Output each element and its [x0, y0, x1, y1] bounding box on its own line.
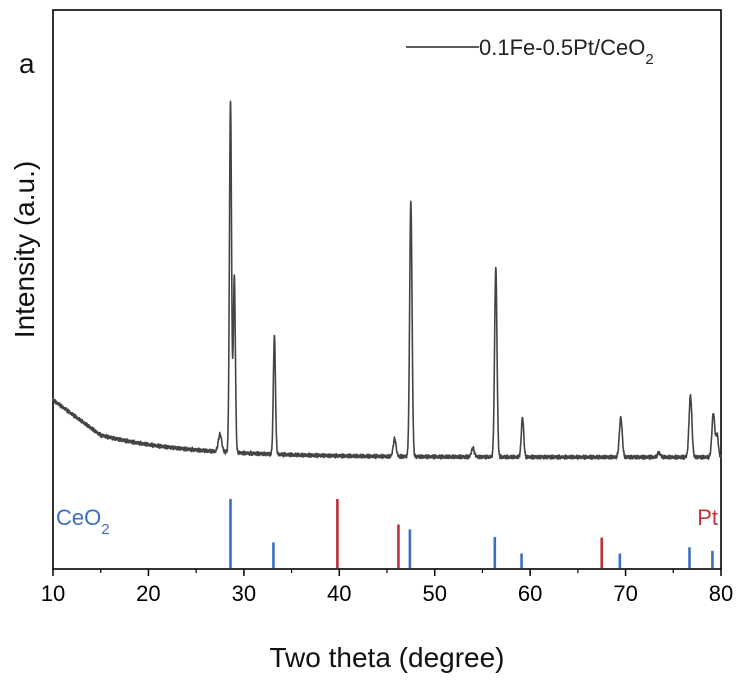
plot-frame — [52, 9, 722, 570]
plot-area: 10 20 30 40 50 60 70 80 Two theta (degree) Intens… — [9, 9, 733, 673]
x-tick-label: 20 — [136, 581, 160, 606]
x-tick-label: 10 — [41, 581, 65, 606]
y-axis-title: Intensity (a.u.) — [9, 161, 40, 338]
x-tick-label: 50 — [422, 581, 446, 606]
panel-label: a — [19, 48, 35, 79]
x-tick-label: 40 — [327, 581, 351, 606]
reference-label-pt: Pt — [697, 505, 718, 530]
x-tick-label: 60 — [518, 581, 542, 606]
legend-entry: 0.1Fe-0.5Pt/CeO2 — [479, 35, 654, 68]
x-axis-title: Two theta (degree) — [269, 642, 504, 673]
x-tick-label: 80 — [709, 581, 733, 606]
series-line-0 — [52, 100, 722, 461]
x-tick-label: 70 — [613, 581, 637, 606]
x-tick-label: 30 — [232, 581, 256, 606]
reference-label-ceo: CeO2 — [56, 505, 110, 538]
